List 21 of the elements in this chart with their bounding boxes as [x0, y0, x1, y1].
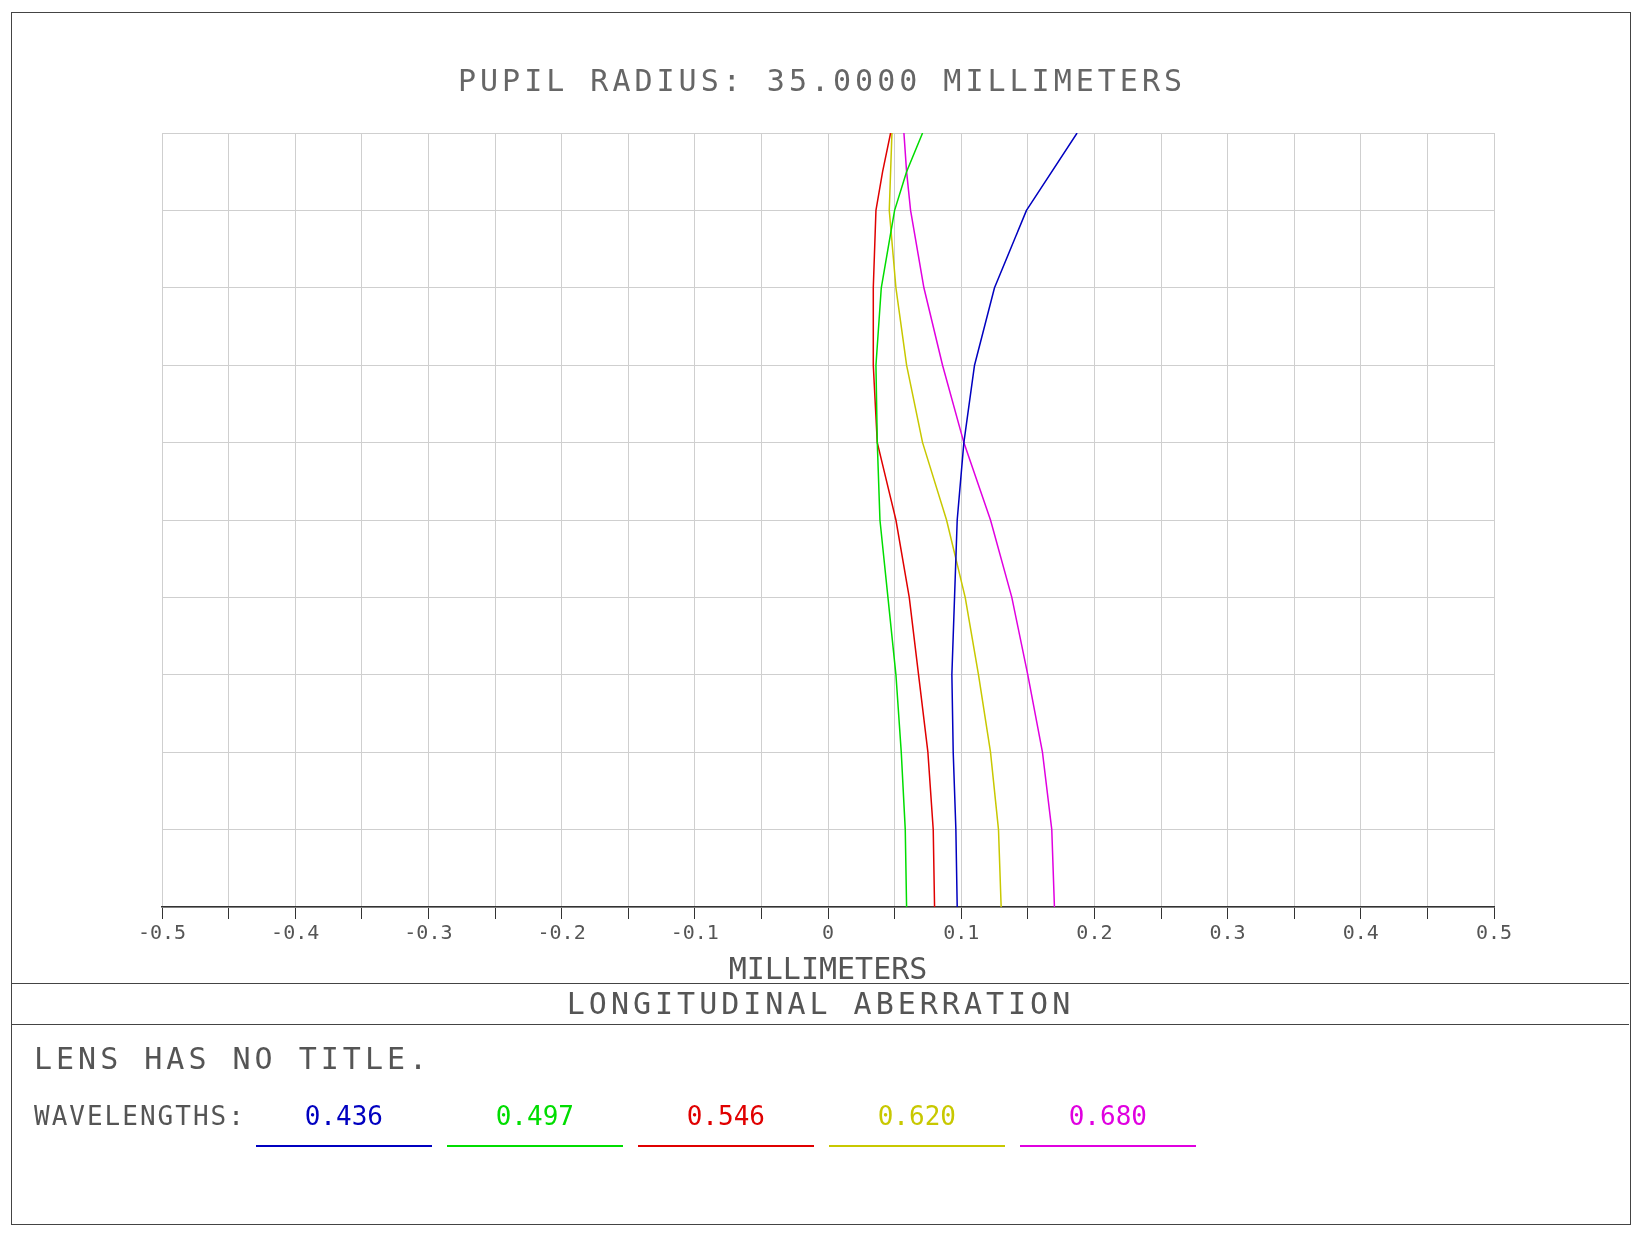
- text: LENS HAS NO TITLE.: [34, 1041, 432, 1076]
- x-tick-label: -0.1: [670, 920, 719, 945]
- x-tick-label: 0.1: [943, 920, 980, 945]
- x-tick-label: -0.2: [537, 920, 586, 945]
- x-tick-label: -0.4: [271, 920, 320, 945]
- text: 0.436: [303, 1101, 384, 1131]
- x-tick-label: 0: [821, 920, 835, 945]
- x-tick-label: 0.2: [1076, 920, 1113, 945]
- text: 0.620: [876, 1101, 957, 1131]
- text: 0.546: [685, 1101, 766, 1131]
- x-tick-label: 0.4: [1342, 920, 1379, 945]
- x-tick-label: 0.5: [1475, 920, 1513, 945]
- text: 0.680: [1067, 1101, 1148, 1131]
- x-axis-title: MILLIMETERS: [728, 950, 928, 986]
- chart-title: PUPIL RADIUS: 35.0000 MILLIMETERS: [457, 63, 1187, 98]
- text: LONGITUDINAL ABERRATION: [566, 986, 1075, 1021]
- x-tick-label: -0.3: [404, 920, 453, 945]
- text: 0.497: [494, 1101, 575, 1131]
- x-tick-label: 0.3: [1209, 920, 1246, 945]
- x-tick-label: -0.5: [137, 920, 187, 945]
- legend-title: WAVELENGTHS:: [34, 1101, 246, 1131]
